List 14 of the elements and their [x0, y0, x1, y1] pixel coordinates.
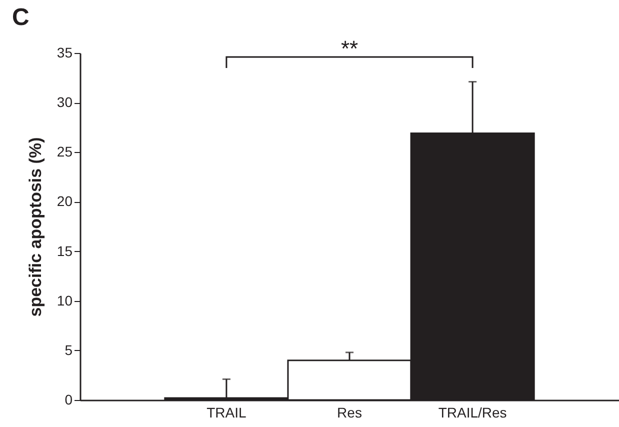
y-tick-label: 20: [56, 193, 73, 210]
x-tick-label: TRAIL/Res: [438, 404, 507, 420]
x-tick-label: Res: [337, 404, 362, 420]
y-tick-label: 30: [56, 94, 73, 110]
y-tick-label: 15: [56, 242, 73, 259]
y-tick-label: 25: [56, 144, 73, 160]
y-axis-title: specific apoptosis (%): [26, 137, 45, 317]
y-tick-label: 35: [56, 44, 73, 60]
y-tick-label: 5: [64, 342, 73, 358]
x-tick-label: TRAIL: [206, 404, 246, 420]
chart-title: C: [12, 4, 30, 31]
y-tick-label: 0: [64, 392, 73, 408]
y-tick-label: 10: [56, 292, 73, 308]
annotation: **: [340, 36, 358, 61]
